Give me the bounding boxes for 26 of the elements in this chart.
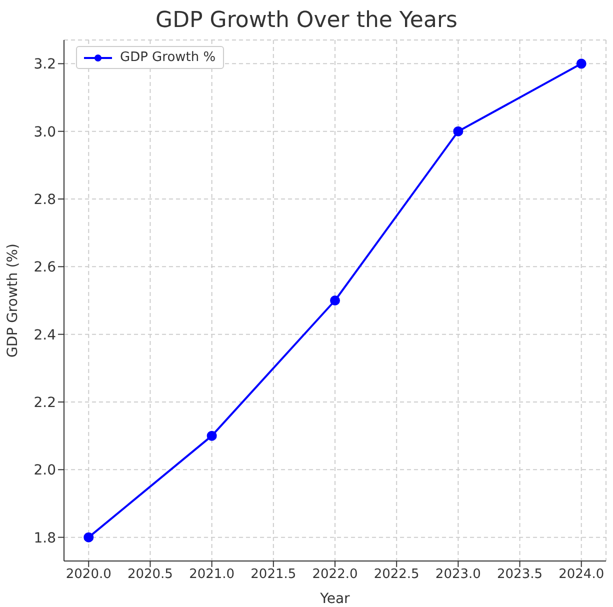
x-tick-label: 2022.5 xyxy=(374,567,420,582)
y-tick-label: 2.6 xyxy=(34,260,56,276)
y-tick-label: 3.2 xyxy=(34,56,56,73)
point xyxy=(206,430,217,441)
legend-label: GDP Growth % xyxy=(120,50,216,65)
x-axis-title: Year xyxy=(319,591,350,607)
y-tick-label: 1.8 xyxy=(34,530,56,546)
x-tick-label: 2023.0 xyxy=(435,567,481,582)
point xyxy=(84,532,94,542)
x-tick-label: 2021.5 xyxy=(250,567,296,582)
x-tick-label: 2023.5 xyxy=(497,567,543,582)
y-tick-label: 2.8 xyxy=(34,192,56,208)
y-tick-label: 3.0 xyxy=(34,124,56,140)
point xyxy=(576,58,586,69)
x-tick-label: 2024.0 xyxy=(558,567,604,582)
chart-title: GDP Growth Over the Years xyxy=(154,8,458,33)
y-axis-title: GDP Growth (%) xyxy=(4,244,21,358)
y-tick-label: 2.2 xyxy=(34,394,56,411)
x-tick-label: 2020.0 xyxy=(66,567,112,582)
x-tick-label: 2022.0 xyxy=(312,567,358,582)
x-tick-label: 2020.5 xyxy=(127,567,173,582)
point xyxy=(330,296,340,306)
y-tick-label: 2.4 xyxy=(34,327,56,344)
y-tick-label: 2.0 xyxy=(34,462,56,479)
x-tick-label: 2021.0 xyxy=(189,567,235,582)
point xyxy=(453,126,464,136)
